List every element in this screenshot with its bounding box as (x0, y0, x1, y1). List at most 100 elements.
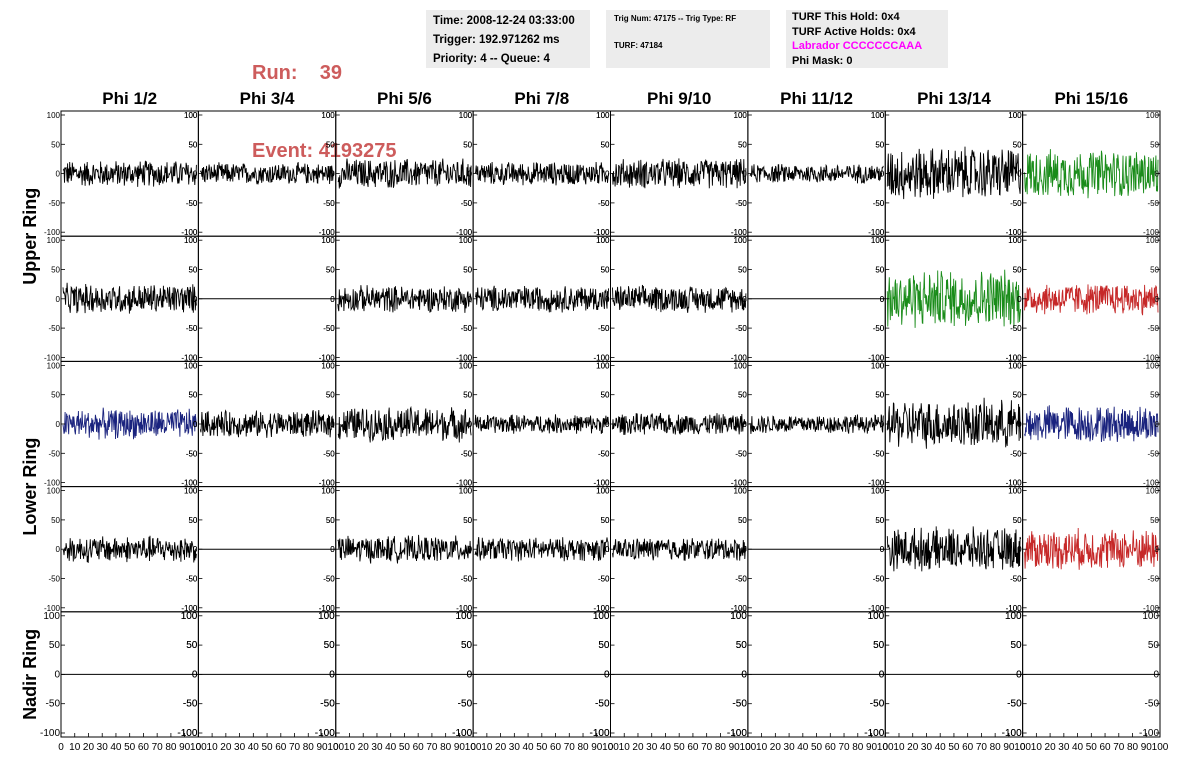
x-tick-label: 20 (907, 742, 919, 753)
y-tick-label: 50 (188, 516, 197, 525)
y-tick-label: 50 (51, 140, 60, 149)
y-tick-label-right: -50 (598, 199, 610, 208)
x-tick-label: 100 (877, 742, 894, 753)
y-tick-label: 0 (741, 669, 747, 680)
waveform-trace (62, 160, 197, 187)
waveform-trace (337, 405, 472, 443)
y-tick-label: 50 (324, 640, 336, 651)
trigger-info-box: Trig Num: 47175 -- Trig Type: RF TURF: 4… (606, 10, 770, 68)
y-tick-label: 50 (326, 140, 335, 149)
y-tick-label: 100 (184, 111, 198, 120)
y-tick-label-right: -50 (458, 699, 473, 710)
run-value: 39 (319, 62, 343, 84)
y-tick-label-right: 50 (188, 391, 197, 400)
y-tick-label: -100 (868, 353, 885, 362)
y-tick-label: 100 (47, 487, 61, 496)
y-tick-label-right: 0 (1153, 669, 1159, 680)
y-tick-label-right: -50 (598, 575, 610, 584)
x-tick-label: 40 (523, 742, 535, 753)
x-tick-label: 70 (289, 742, 301, 753)
y-tick-label: 100 (868, 611, 885, 622)
y-tick-label-right: 50 (738, 516, 747, 525)
y-tick-label-right: 100 (1146, 361, 1160, 370)
y-tick-label-right: -50 (735, 324, 747, 333)
y-tick-label-right: 50 (736, 640, 748, 651)
y-tick-label-right: 100 (459, 487, 473, 496)
y-tick-label-right: 0 (330, 420, 335, 429)
y-tick-label: -50 (598, 575, 610, 584)
y-tick-label-right: 0 (1016, 669, 1022, 680)
panel-frame (747, 360, 886, 488)
y-tick-label: 0 (1016, 669, 1022, 680)
turf-active-holds-text: TURF Active Holds: 0x4 (792, 25, 916, 38)
x-tick-label: 20 (770, 742, 782, 753)
turf-info-box: TURF This Hold: 0x4 TURF Active Holds: 0… (786, 10, 948, 68)
y-tick-label: -100 (731, 228, 748, 237)
y-tick-label: -100 (456, 228, 473, 237)
y-tick-label-right: 50 (1150, 516, 1159, 525)
y-tick-label: 0 (193, 170, 198, 179)
y-tick-label: 100 (734, 236, 748, 245)
y-tick-label: -50 (186, 324, 198, 333)
column-title: Phi 3/4 (240, 89, 295, 108)
x-tick-label: 80 (577, 742, 589, 753)
y-tick-label: -100 (44, 604, 61, 613)
column-title: Phi 11/12 (780, 89, 853, 108)
y-tick-label-right: 100 (1008, 111, 1022, 120)
y-tick-label: -100 (319, 479, 336, 488)
y-tick-label-right: -50 (870, 699, 885, 710)
y-tick-label-right: -100 (864, 728, 884, 739)
x-tick-label: 10 (481, 742, 493, 753)
column-title: Phi 5/6 (377, 89, 432, 108)
x-tick-label: 30 (371, 742, 383, 753)
y-tick-label: 50 (49, 640, 61, 651)
y-tick-label-right: 50 (873, 640, 885, 651)
y-tick-label: 50 (1013, 266, 1022, 275)
y-tick-label-right: -50 (873, 324, 885, 333)
x-tick-label: 40 (385, 742, 397, 753)
panel-frame (884, 360, 1024, 488)
y-tick-label: 0 (468, 545, 473, 554)
x-tick-label: 30 (97, 742, 109, 753)
column-title: Phi 15/16 (1054, 89, 1128, 108)
x-tick-label: 60 (962, 742, 974, 753)
x-tick-label: 0 (58, 742, 64, 753)
y-tick-label-right: -100 (456, 228, 473, 237)
y-tick-label: 0 (54, 669, 60, 680)
y-tick-label: 50 (875, 140, 884, 149)
y-tick-label-right: 100 (596, 236, 610, 245)
y-tick-label-right: -50 (323, 449, 335, 458)
y-tick-label: 0 (56, 545, 61, 554)
y-tick-label-right: -50 (595, 699, 610, 710)
y-tick-label: 100 (459, 111, 473, 120)
x-tick-label: 100 (1152, 742, 1169, 753)
x-tick-label: 100 (190, 742, 207, 753)
y-tick-label: 0 (880, 420, 885, 429)
waveform-trace (886, 269, 1022, 329)
y-tick-label-right: 100 (321, 487, 335, 496)
waveform-trace (749, 163, 884, 184)
y-tick-label-right: 0 (742, 295, 747, 304)
y-tick-label-right: -100 (868, 479, 885, 488)
x-tick-label: 50 (399, 742, 411, 753)
y-tick-label-right: -100 (1006, 353, 1023, 362)
y-tick-label: 100 (871, 487, 885, 496)
x-tick-label: 20 (1045, 742, 1057, 753)
y-tick-label-right: -50 (1147, 449, 1159, 458)
x-tick-label: 40 (797, 742, 809, 753)
y-tick-label-right: -100 (731, 353, 748, 362)
x-tick-label: 80 (165, 742, 177, 753)
y-tick-label-right: 50 (186, 640, 198, 651)
y-tick-label-right: -100 (868, 228, 885, 237)
y-tick-label-right: -100 (177, 728, 197, 739)
y-tick-label: -50 (320, 699, 335, 710)
y-tick-label: -50 (873, 199, 885, 208)
x-tick-label: 0 (470, 742, 476, 753)
y-tick-label: 100 (455, 611, 472, 622)
y-tick-label: 50 (736, 640, 748, 651)
y-tick-label: -50 (461, 449, 473, 458)
y-tick-label: 0 (742, 545, 747, 554)
y-tick-label: -50 (323, 449, 335, 458)
y-tick-label-right: -50 (461, 575, 473, 584)
waveform-trace (475, 285, 609, 313)
